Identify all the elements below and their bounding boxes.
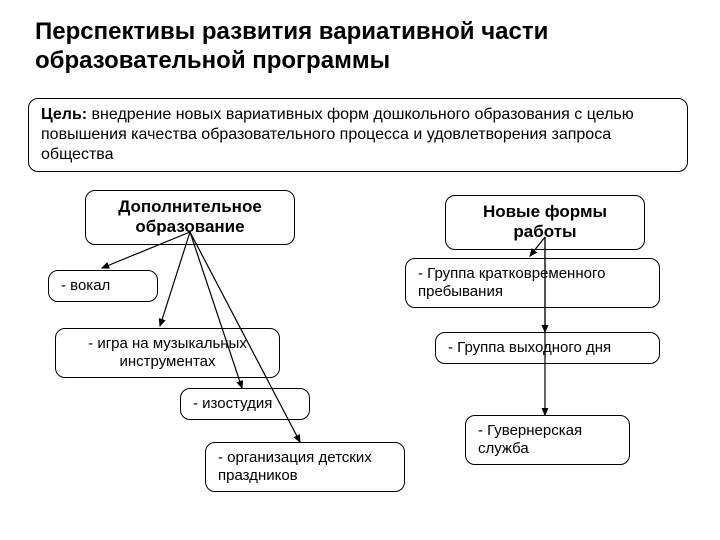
node-governess: - Гувернерская служба [465,415,630,465]
node-izo: - изостудия [180,388,310,420]
goal-box: Цель: внедрение новых вариативных форм д… [28,98,688,172]
node-music: - игра на музыкальных инструментах [55,328,280,378]
node-shortstay: - Группа кратковременного пребывания [405,258,660,308]
goal-label: Цель: [41,106,87,123]
node-vocal: - вокал [48,270,158,302]
node-holidays: - организация детских праздников [205,442,405,492]
branch-newforms: Новые формы работы [445,195,645,250]
branch-additional: Дополнительное образование [85,190,295,245]
page-title: Перспективы развития вариативной части о… [35,18,675,76]
goal-text: внедрение новых вариативных форм дошколь… [41,106,634,163]
node-weekend: - Группа выходного дня [435,332,660,364]
